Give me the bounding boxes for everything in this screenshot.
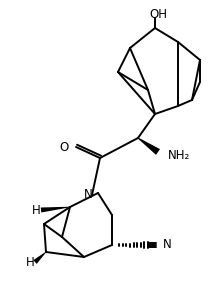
Text: O: O [59, 141, 69, 154]
Text: NH₂: NH₂ [168, 149, 190, 162]
Text: N: N [163, 239, 172, 252]
Text: H: H [26, 255, 34, 268]
Polygon shape [138, 138, 160, 155]
Polygon shape [33, 252, 46, 264]
Polygon shape [41, 207, 70, 213]
Text: OH: OH [149, 7, 167, 20]
Text: N: N [84, 189, 92, 202]
Text: H: H [32, 204, 40, 216]
